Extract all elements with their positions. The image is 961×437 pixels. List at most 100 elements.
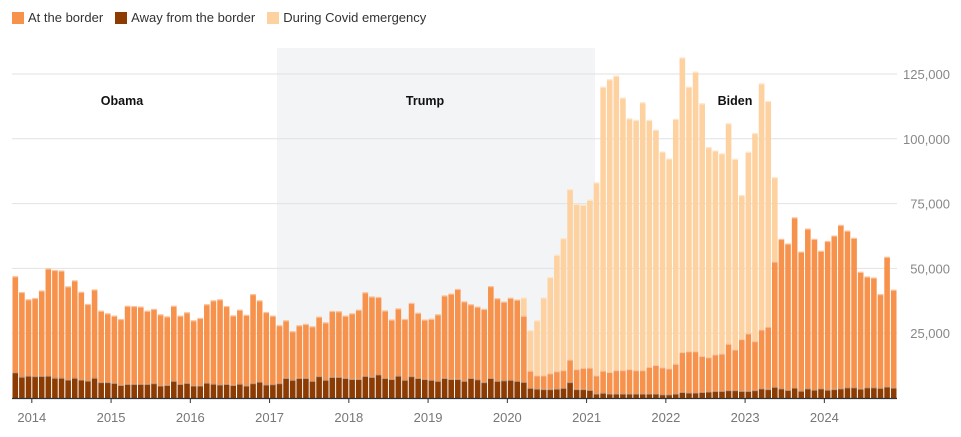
bar-segment-edge [633,370,639,372]
bar-segment-at_border [884,256,890,387]
bar-segment-at_border [58,270,65,378]
bar-segment-away [388,378,395,398]
swatch-at-border [12,11,24,24]
bar-segment-at_border [12,276,19,373]
bar-segment-edge [38,290,45,292]
bar-segment-at_border [382,310,388,378]
bar-segment-edge [474,379,481,381]
bar-segment-edge [111,382,118,384]
bar-segment-edge [560,387,567,389]
bar-segment-at_border [217,299,223,385]
bar-segment-edge [705,147,712,149]
month-bar [12,276,19,398]
bar-segment-edge [606,393,613,395]
bar-segment-at_border [851,237,857,388]
month-bar [58,270,65,398]
month-bar [190,320,197,398]
bar-segment-covid [659,151,666,368]
bar-segment-edge [421,319,428,321]
legend-label: At the border [28,10,104,25]
bar-segment-away [851,387,857,398]
bar-segment-edge [765,100,772,103]
bar-segment-covid [679,57,686,352]
bar-segment-edge [857,271,864,273]
bar-segment-away [666,394,672,398]
bar-segment-edge [725,123,732,125]
legend-item-away: Away from the border [115,10,255,25]
bar-segment-edge [355,378,362,381]
bar-segment-away [415,377,421,398]
bar-segment-away [844,387,851,398]
bar-segment-covid [600,86,606,371]
bar-segment-edge [699,103,705,105]
bar-segment-edge [501,380,507,382]
bar-segment-at_border [468,304,474,378]
bar-segment-away [309,380,316,398]
bar-segment-edge [322,322,329,324]
bar-segment-edge [309,380,316,382]
bar-segment-edge [824,240,831,243]
bar-segment-at_border [791,217,798,388]
bar-segment-at_border [732,349,738,390]
bar-segment-covid [560,238,567,370]
bar-segment-edge [52,269,58,272]
bar-segment-edge [805,228,811,230]
bar-segment-away [818,388,824,398]
bar-segment-edge [811,389,818,391]
bar-segment-away [488,377,494,398]
bar-segment-at_border [190,320,197,386]
bar-segment-away [45,375,52,398]
bar-segment-edge [98,381,104,384]
bar-segment-away [322,379,329,398]
bar-segment-edge [534,375,540,377]
bar-segment-covid [725,123,732,344]
bar-segment-edge [85,303,91,306]
bar-segment-edge [270,315,276,317]
bar-segment-away [276,382,283,398]
bar-segment-away [375,374,382,398]
bar-segment-edge [573,203,580,206]
bar-segment-away [534,388,540,398]
month-bar [256,300,263,398]
month-bar [798,251,805,398]
bar-segment-edge [263,384,270,386]
bar-segment-edge [210,383,217,385]
bar-segment-at_border [818,250,824,389]
bar-segment-away [573,388,580,398]
bar-segment-away [164,384,170,398]
bar-segment-edge [316,375,322,378]
bar-segment-edge [805,388,811,390]
bar-segment-edge [672,393,679,395]
bar-segment-covid [732,158,738,350]
bar-segment-edge [276,325,283,327]
bar-segment-at_border [772,261,778,387]
bar-segment-edge [593,182,600,184]
bar-segment-edge [428,318,435,320]
bar-segment-edge [157,385,164,387]
bar-segment-edge [798,251,805,253]
bar-segment-edge [164,316,170,318]
bar-segment-away [738,390,745,398]
y-tick-label: 50,000 [910,261,950,276]
bar-segment-at_border [659,367,666,395]
bar-segment-covid [719,153,725,354]
bar-segment-edge [646,119,653,122]
bar-segment-edge [256,381,263,383]
month-bar [415,312,421,398]
bar-segment-edge [738,338,745,341]
month-bar [805,228,811,398]
bar-segment-away [256,381,263,398]
bar-segment-edge [415,377,421,379]
month-bar [838,224,844,398]
bar-segment-away [177,383,184,398]
bar-segment-edge [772,386,778,388]
bar-segment-covid [758,83,765,330]
bar-segment-at_border [745,333,752,391]
bar-segment-away [382,377,388,398]
bar-segment-covid [738,195,745,339]
bar-segment-covid [705,147,712,358]
bar-segment-away [613,393,620,398]
bar-segment-edge [719,353,725,355]
bar-segment-edge [831,388,838,391]
